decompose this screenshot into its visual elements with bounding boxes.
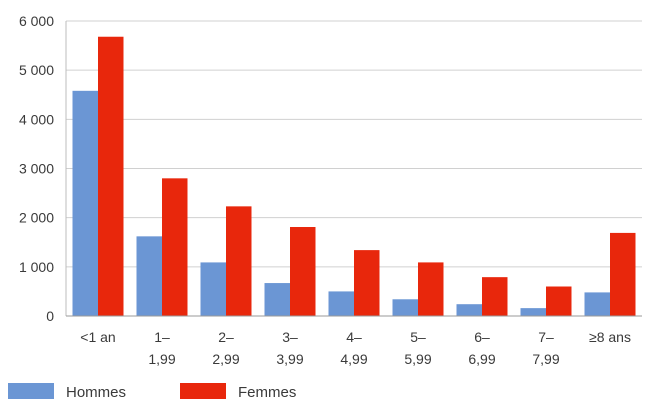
x-tick-label: 5,99 xyxy=(404,351,431,367)
x-tick-label: 3,99 xyxy=(276,351,303,367)
bar-hommes xyxy=(520,308,546,316)
y-tick-label: 5 000 xyxy=(19,62,54,78)
legend-swatch-hommes xyxy=(8,383,54,399)
y-axis-tick-labels: 0 1 000 2 000 3 000 4 000 5 000 6 000 xyxy=(19,13,54,324)
x-tick-label: 3– xyxy=(282,329,298,345)
legend: Hommes Femmes xyxy=(8,383,296,401)
y-tick-label: 3 000 xyxy=(19,161,54,177)
y-tick-label: 2 000 xyxy=(19,210,54,226)
bar-femmes xyxy=(98,36,124,316)
bar-hommes xyxy=(200,262,226,316)
bar-hommes xyxy=(392,299,418,316)
bar-hommes xyxy=(264,283,290,316)
y-tick-label: 4 000 xyxy=(19,111,54,127)
x-tick-label: ≥8 ans xyxy=(589,329,631,345)
bars xyxy=(72,36,636,316)
x-tick-label: 4– xyxy=(346,329,362,345)
bar-femmes xyxy=(162,178,188,316)
legend-label-femmes: Femmes xyxy=(238,384,296,401)
y-tick-label: 6 000 xyxy=(19,13,54,29)
bar-femmes xyxy=(482,277,508,316)
bar-femmes xyxy=(546,286,572,316)
bar-femmes xyxy=(290,227,316,316)
bar-femmes xyxy=(226,206,252,316)
bar-hommes xyxy=(72,90,98,316)
x-tick-label: 7– xyxy=(538,329,554,345)
y-tick-label: 0 xyxy=(46,308,54,324)
bar-hommes xyxy=(456,304,482,316)
x-axis-tick-labels: <1 an 1– 1,99 2– 2,99 3– 3,99 4– 4,99 5– 5,99 6– 6,9… xyxy=(80,329,631,367)
bar-femmes xyxy=(354,250,380,316)
x-tick-label: 4,99 xyxy=(340,351,367,367)
x-tick-label: 1– xyxy=(154,329,170,345)
bar-femmes xyxy=(418,262,444,316)
x-tick-label: 5– xyxy=(410,329,426,345)
x-tick-label: 1,99 xyxy=(148,351,175,367)
legend-label-hommes: Hommes xyxy=(66,384,126,401)
legend-swatch-femmes xyxy=(180,383,226,399)
bar-femmes xyxy=(610,232,636,316)
x-tick-label: 6,99 xyxy=(468,351,495,367)
x-tick-label: <1 an xyxy=(80,329,115,345)
bar-hommes xyxy=(136,236,162,316)
x-tick-label: 6– xyxy=(474,329,490,345)
x-tick-label: 2,99 xyxy=(212,351,239,367)
bar-hommes xyxy=(584,292,610,316)
x-tick-label: 7,99 xyxy=(532,351,559,367)
x-tick-label: 2– xyxy=(218,329,234,345)
bar-hommes xyxy=(328,291,354,316)
y-tick-label: 1 000 xyxy=(19,259,54,275)
